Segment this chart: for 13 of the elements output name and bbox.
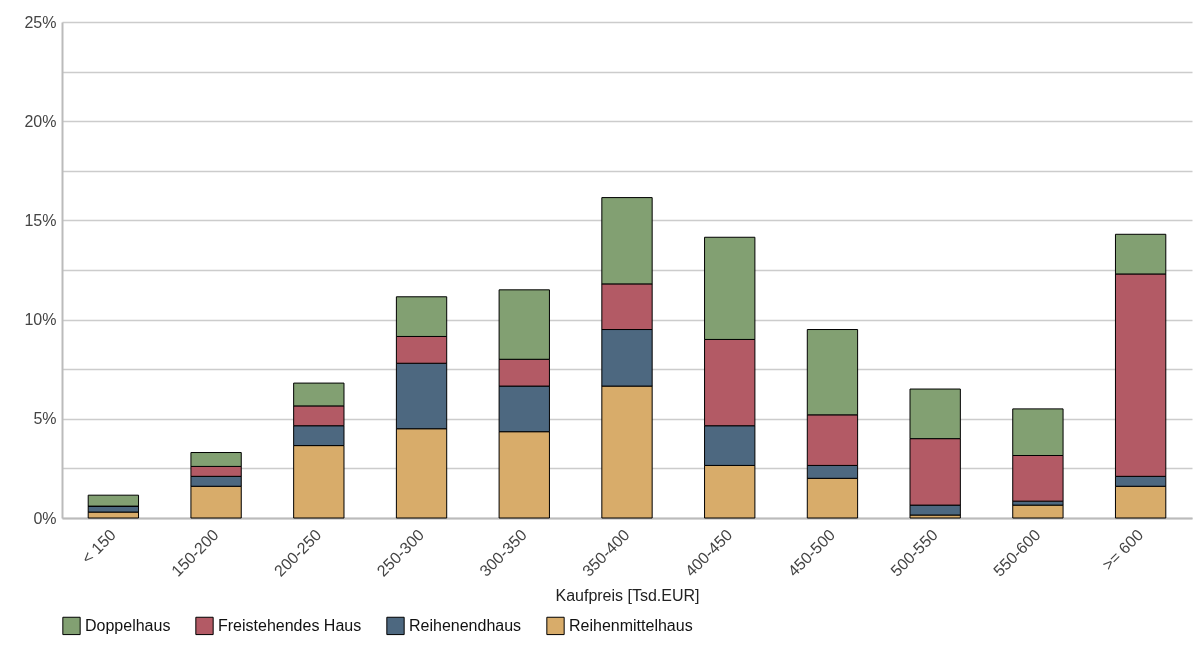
- legend-label: Freistehendes Haus: [218, 616, 362, 634]
- y-tick-label: 5%: [33, 410, 57, 428]
- x-tick-label: < 150: [78, 526, 120, 567]
- y-tick-label: 20%: [24, 112, 57, 130]
- y-tick-label: 0%: [33, 509, 57, 527]
- x-axis-title: Kaufpreis [Tsd.EUR]: [555, 586, 700, 604]
- y-tick-label: 10%: [24, 311, 57, 329]
- y-tick-label: 25%: [24, 13, 57, 31]
- x-tick-label: >= 600: [1099, 526, 1147, 574]
- legend-label: Reihenendhaus: [409, 616, 522, 634]
- y-tick-label: 15%: [24, 211, 57, 229]
- legend-label: Doppelhaus: [85, 616, 171, 634]
- legend-label: Reihenmittelhaus: [569, 616, 693, 634]
